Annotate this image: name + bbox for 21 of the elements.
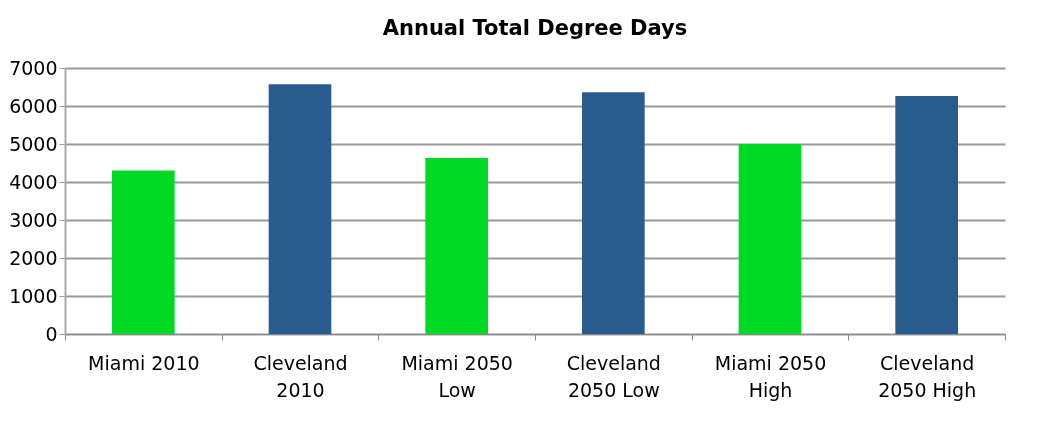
y-tick-label: 5000 bbox=[9, 132, 58, 155]
x-tick-label: Cleveland 2010 bbox=[253, 351, 348, 401]
x-tick-label: Cleveland 2050 Low bbox=[566, 351, 661, 401]
chart-title: Annual Total Degree Days bbox=[382, 16, 688, 40]
x-tick-label: Miami 2050 Low bbox=[401, 351, 513, 401]
bar bbox=[268, 84, 332, 334]
y-tick-label: 2000 bbox=[9, 246, 58, 269]
bar bbox=[425, 158, 488, 334]
bar bbox=[582, 92, 645, 334]
y-tick-label: 3000 bbox=[9, 208, 58, 231]
y-tick-label: 1000 bbox=[9, 284, 58, 307]
y-tick-label: 4000 bbox=[9, 170, 58, 193]
bar bbox=[895, 96, 958, 334]
x-tick-label: Miami 2050 High bbox=[714, 351, 827, 401]
x-tick-label: Cleveland 2050 High bbox=[878, 351, 977, 401]
y-tick-label: 7000 bbox=[9, 56, 58, 79]
y-tick-label: 0 bbox=[45, 322, 58, 345]
bar bbox=[738, 144, 802, 334]
bar bbox=[112, 170, 175, 334]
y-tick-label: 6000 bbox=[9, 94, 58, 117]
x-tick-label: Miami 2010 bbox=[88, 351, 200, 374]
